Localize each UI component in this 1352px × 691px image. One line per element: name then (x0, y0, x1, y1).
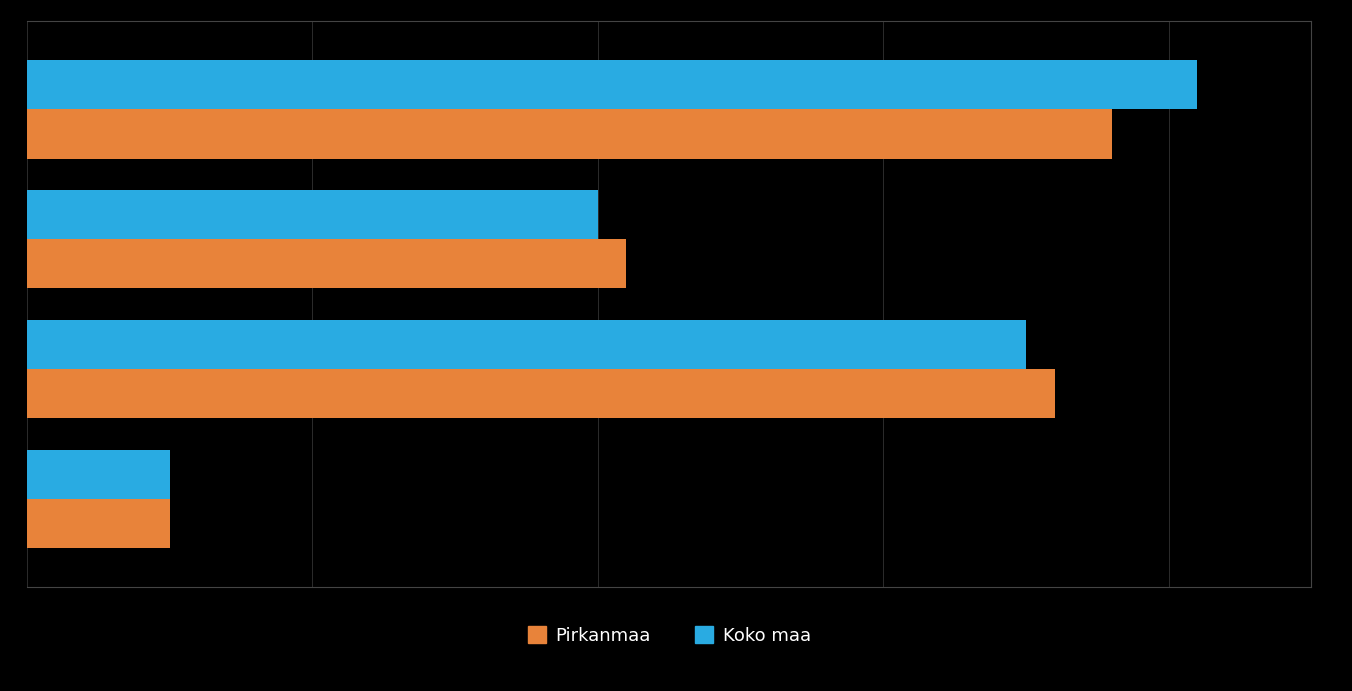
Bar (27, 239, 626, 288)
Bar (27, 109, 1111, 158)
Bar (27, 60, 1198, 109)
Bar (27, 369, 1055, 418)
Bar (27, 450, 170, 499)
Bar (27, 499, 170, 548)
Legend: Pirkanmaa, Koko maa: Pirkanmaa, Koko maa (521, 619, 818, 652)
Bar (27, 320, 1026, 369)
Bar (27, 190, 598, 239)
